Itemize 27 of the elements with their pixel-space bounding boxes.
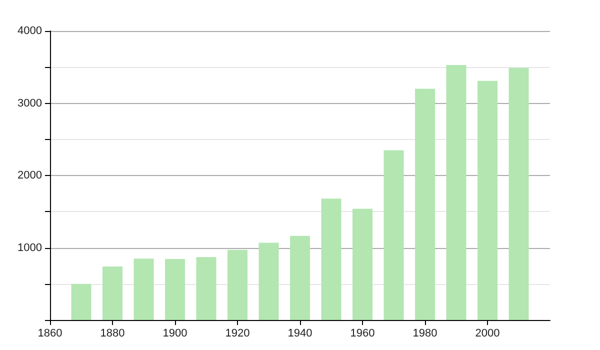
x-tick-label: 2000 [475, 328, 500, 340]
x-tick-label: 1920 [225, 328, 250, 340]
bar [446, 64, 466, 320]
bar [508, 68, 529, 320]
bar [258, 242, 279, 320]
bar [415, 88, 435, 320]
y-tick-label: 2000 [18, 170, 42, 182]
x-tick-label: 1940 [288, 328, 312, 340]
bar [321, 198, 342, 320]
bar [228, 250, 248, 320]
bar [102, 266, 122, 320]
bar [134, 258, 154, 320]
y-tick-label: 4000 [18, 25, 42, 37]
y-tick-label: 3000 [18, 97, 42, 110]
bar [352, 208, 372, 320]
x-tick-label: 1900 [162, 328, 188, 340]
bar [290, 236, 310, 320]
bar [384, 150, 404, 320]
bar [165, 258, 185, 320]
x-tick-label: 1960 [350, 328, 375, 340]
bar [71, 284, 92, 320]
x-tick-label: 1980 [412, 328, 438, 340]
y-tick-label: 1000 [18, 242, 42, 254]
x-tick-label: 1880 [100, 328, 125, 340]
bar [196, 257, 216, 320]
bar [478, 80, 498, 320]
x-tick-label: 1860 [38, 328, 62, 340]
